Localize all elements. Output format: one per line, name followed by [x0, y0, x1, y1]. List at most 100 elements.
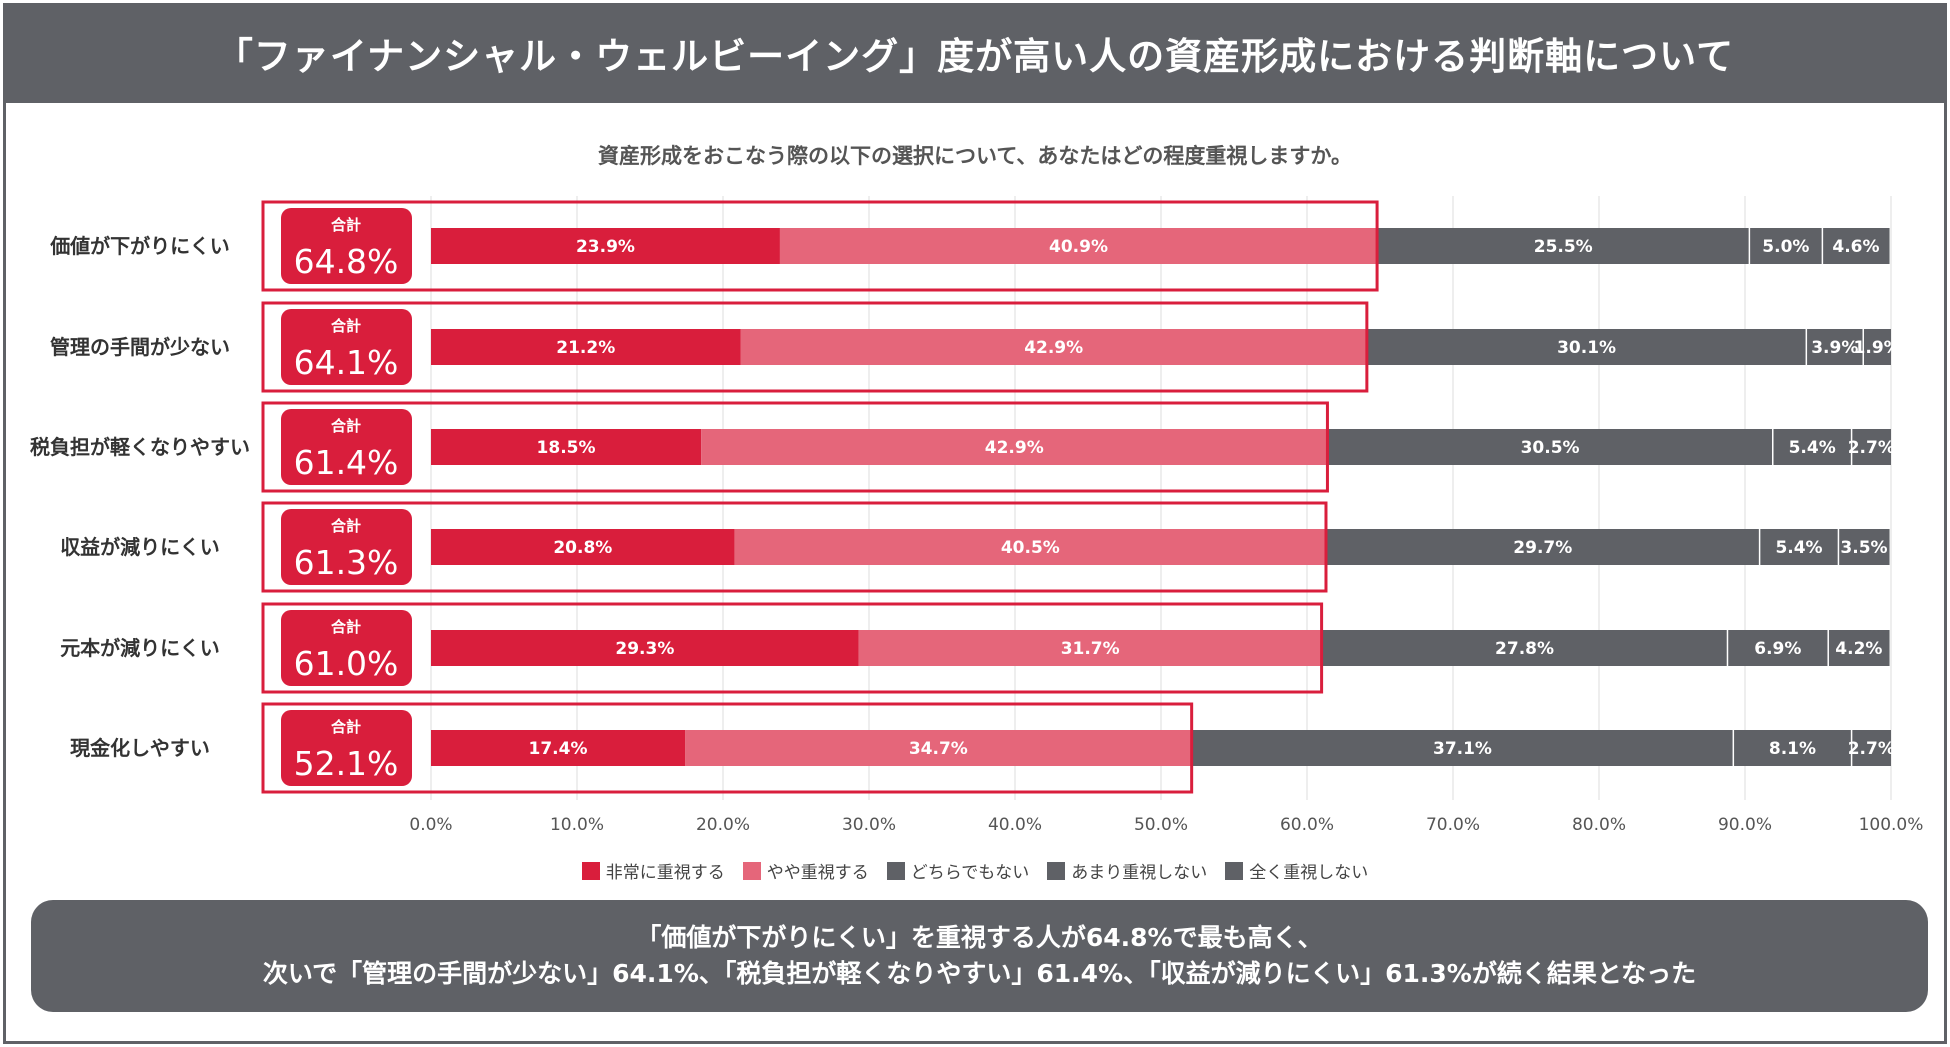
total-badge-label: 合計 [330, 216, 361, 234]
legend-swatch [1047, 861, 1066, 880]
legend-item: どちらでもない [886, 858, 1030, 883]
bar-segment [1727, 630, 1829, 666]
legend-label: 全く重視しない [1249, 863, 1369, 883]
summary-box: 「価値が下がりにくい」を重視する人が64.8%で最も高く、 次いで「管理の手間が… [31, 900, 1928, 1012]
total-badge-label: 合計 [330, 618, 361, 636]
data-label: 3.5% [1840, 538, 1887, 558]
total-badge [281, 409, 412, 485]
data-label: 34.7% [909, 739, 968, 759]
bar-segment [1321, 630, 1728, 666]
bar-segment [1772, 429, 1852, 465]
x-tick-label: 30.0% [842, 815, 896, 835]
legend-label: あまり重視しない [1071, 863, 1208, 883]
data-label: 6.9% [1754, 639, 1801, 659]
total-badge [281, 509, 412, 585]
total-badge-value: 64.8% [294, 242, 399, 281]
bar-segment [431, 630, 859, 666]
data-label: 2.7% [1848, 438, 1895, 458]
bar-segment [779, 228, 1378, 264]
bar-segment [431, 228, 780, 264]
total-badge [281, 610, 412, 686]
data-label: 30.1% [1557, 338, 1616, 358]
bar-segment [431, 429, 702, 465]
highlight-box [261, 301, 1369, 393]
total-badge [281, 309, 412, 385]
legend-swatch [742, 861, 761, 880]
bar-segment [1851, 730, 1891, 766]
data-label: 40.9% [1049, 237, 1108, 257]
data-label: 8.1% [1769, 739, 1816, 759]
legend-swatch [886, 861, 905, 880]
x-tick-label: 80.0% [1572, 815, 1626, 835]
legend-item: あまり重視しない [1047, 858, 1207, 883]
category-label: 税負担が軽くなりやすい [30, 435, 250, 459]
data-label: 5.0% [1762, 237, 1809, 257]
x-tick-label: 60.0% [1280, 815, 1334, 835]
highlight-box [261, 200, 1379, 292]
legend-item: 非常に重視する [581, 858, 725, 883]
bar-segment [1377, 228, 1750, 264]
bar-segment [1733, 730, 1852, 766]
total-badge-label: 合計 [330, 417, 361, 435]
bar-segment [1838, 529, 1890, 565]
category-label: 管理の手間が少ない [50, 335, 230, 359]
highlight-box [261, 401, 1329, 493]
highlight-box [261, 702, 1194, 794]
survey-question: 資産形成をおこなう際の以下の選択について、あなたはどの程度重視しますか。 [598, 144, 1352, 168]
summary-line-1: 「価値が下がりにくい」を重視する人が64.8%で最も高く、 [636, 923, 1323, 952]
x-tick-label: 10.0% [550, 815, 604, 835]
bar-segment [1325, 529, 1760, 565]
bar-segment [1851, 429, 1891, 465]
bar-segment [1327, 429, 1773, 465]
total-badge-label: 合計 [330, 517, 361, 535]
data-label: 40.5% [1001, 538, 1060, 558]
bar-segment [1191, 730, 1734, 766]
bar-segment [1828, 630, 1890, 666]
legend-label: 非常に重視する [605, 863, 725, 883]
data-label: 23.9% [576, 237, 635, 257]
x-tick-label: 50.0% [1134, 815, 1188, 835]
data-label: 2.7% [1848, 739, 1895, 759]
bar-segment [701, 429, 1328, 465]
data-label: 30.5% [1521, 438, 1580, 458]
bar-segment [1822, 228, 1890, 264]
data-label: 37.1% [1433, 739, 1492, 759]
bar-segment [1806, 329, 1864, 365]
bar-segment [1863, 329, 1891, 365]
x-tick-label: 40.0% [988, 815, 1042, 835]
data-label: 4.6% [1832, 237, 1879, 257]
data-label: 25.5% [1534, 237, 1593, 257]
legend-item: やや重視する [742, 858, 869, 883]
total-badge-label: 合計 [330, 718, 361, 736]
legend-item: 全く重視しない [1225, 858, 1368, 883]
data-label: 20.8% [553, 538, 612, 558]
x-tick-label: 20.0% [696, 815, 750, 835]
summary-line-2: 次いで「管理の手間が少ない」64.1%、「税負担が軽くなりやすい」61.4%、「… [262, 959, 1697, 988]
total-badge-value: 52.1% [294, 744, 399, 783]
x-tick-label: 100.0% [1859, 815, 1924, 835]
data-label: 18.5% [537, 438, 596, 458]
x-tick-label: 70.0% [1426, 815, 1480, 835]
bar-segment [858, 630, 1322, 666]
data-label: 5.4% [1775, 538, 1822, 558]
highlight-box [261, 501, 1328, 593]
data-label: 29.7% [1513, 538, 1572, 558]
bar-segment [431, 329, 741, 365]
legend-swatch [581, 861, 600, 880]
total-badge [281, 208, 412, 284]
bar-segment [1366, 329, 1807, 365]
data-label: 4.2% [1835, 639, 1882, 659]
data-label: 5.4% [1789, 438, 1836, 458]
total-badge-value: 61.3% [294, 543, 399, 582]
data-label: 1.9% [1854, 338, 1901, 358]
legend-label: どちらでもない [910, 863, 1030, 883]
data-label: 3.9% [1811, 338, 1858, 358]
data-label: 29.3% [615, 639, 674, 659]
category-label: 収益が減りにくい [60, 535, 220, 559]
bar-segment [734, 529, 1326, 565]
data-label: 17.4% [529, 739, 588, 759]
category-label: 価値が下がりにくい [49, 234, 230, 258]
highlight-box [261, 602, 1324, 694]
total-badge-value: 61.4% [294, 443, 399, 482]
